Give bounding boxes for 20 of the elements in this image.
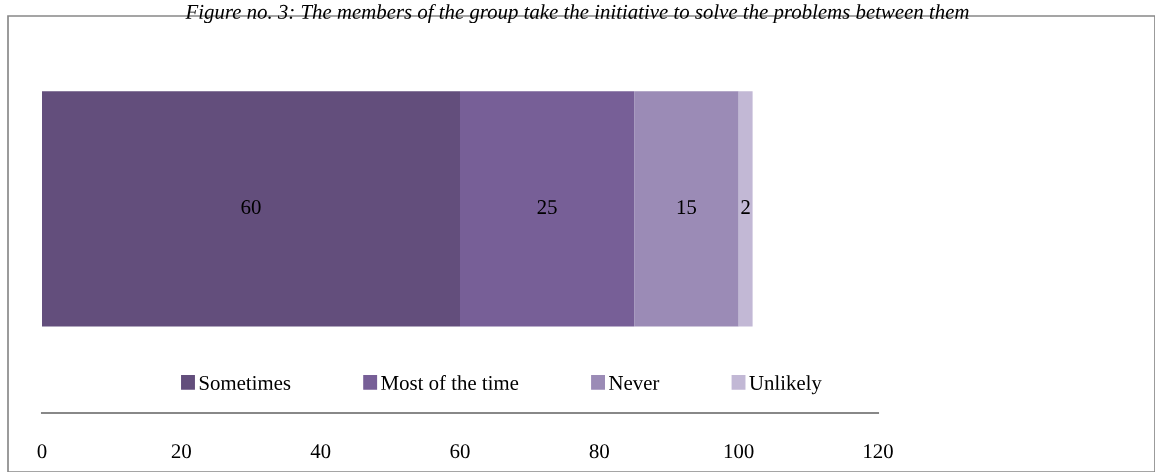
x-tick-label: 120 bbox=[864, 444, 893, 459]
bar bbox=[634, 91, 739, 327]
x-tick-label: 60 bbox=[450, 444, 470, 459]
data-label: 15 bbox=[677, 200, 697, 215]
data-label: 2 bbox=[741, 200, 750, 214]
data-label: 25 bbox=[537, 200, 557, 215]
legend-label: Sometimes bbox=[199, 375, 291, 390]
legend-label: Most of the time bbox=[381, 375, 519, 390]
data-label: 60 bbox=[241, 200, 261, 215]
x-tick-label: 0 bbox=[37, 444, 47, 459]
bar bbox=[42, 91, 460, 327]
bar bbox=[460, 91, 635, 327]
x-tick-label: 20 bbox=[171, 444, 191, 459]
x-tick-label: 100 bbox=[724, 444, 754, 459]
x-tick-label: 40 bbox=[310, 444, 331, 459]
bar bbox=[738, 91, 753, 327]
chart-title: Figure no. 3: The members of the group take the initiative to solve the problems between them bbox=[185, 4, 969, 24]
x-tick-label: 80 bbox=[589, 444, 609, 459]
legend-label: Unlikely bbox=[749, 375, 822, 395]
legend-label: Never bbox=[609, 376, 660, 390]
